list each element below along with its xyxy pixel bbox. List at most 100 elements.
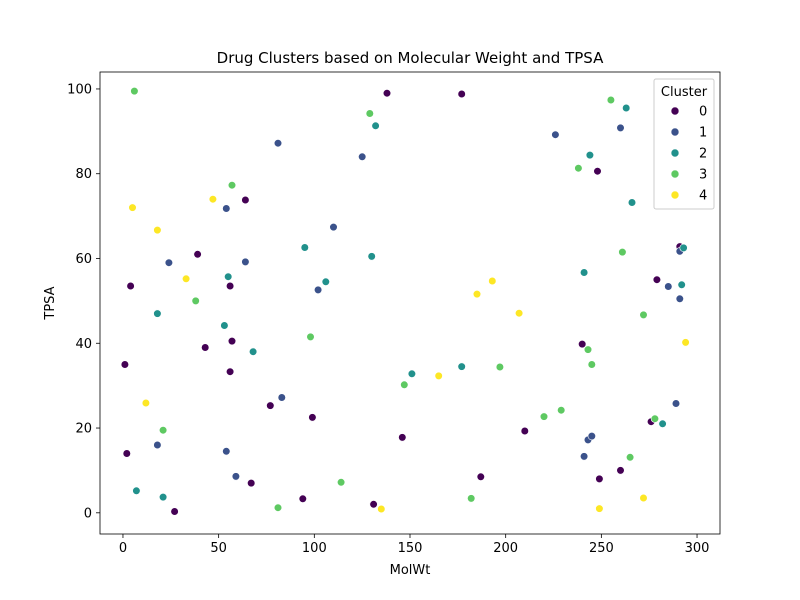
- x-axis: 0 50 100 150 200 250 300: [119, 534, 710, 556]
- data-point-cluster-0: [266, 401, 275, 410]
- data-point-cluster-0: [595, 474, 604, 484]
- data-point-cluster-0: [120, 360, 129, 369]
- data-point-cluster-4: [377, 504, 386, 514]
- plot-area: [100, 72, 720, 534]
- data-point-cluster-3: [583, 345, 593, 354]
- legend-label-4: 4: [699, 189, 707, 204]
- data-point-cluster-0: [520, 426, 529, 436]
- x-tick-label: 150: [398, 541, 423, 556]
- data-point-cluster-2: [679, 243, 688, 252]
- x-tick-label: 200: [493, 541, 518, 556]
- data-point-cluster-3: [557, 406, 566, 415]
- data-point-cluster-4: [141, 398, 150, 408]
- legend-marker-2: [670, 148, 680, 158]
- data-point-cluster-4: [488, 276, 497, 286]
- data-point-cluster-1: [664, 282, 673, 291]
- data-point-cluster-2: [627, 198, 637, 207]
- data-point-cluster-0: [247, 479, 256, 488]
- data-point-cluster-3: [337, 478, 346, 487]
- data-point-cluster-0: [226, 367, 235, 376]
- y-tick-label: 40: [75, 337, 92, 352]
- legend-marker-4: [670, 190, 680, 200]
- data-point-cluster-4: [128, 203, 137, 212]
- data-point-cluster-2: [585, 151, 595, 160]
- y-tick-label: 80: [75, 167, 92, 182]
- data-point-cluster-0: [652, 275, 662, 284]
- data-point-cluster-0: [227, 337, 237, 346]
- data-point-cluster-3: [130, 86, 139, 96]
- data-point-cluster-2: [371, 121, 380, 130]
- y-tick-label: 0: [84, 506, 92, 521]
- data-point-cluster-4: [472, 290, 482, 299]
- data-point-cluster-1: [222, 204, 231, 213]
- y-tick-label: 20: [75, 422, 92, 437]
- y-axis: 0 20 40 60 80 100: [67, 82, 100, 521]
- data-point-cluster-3: [159, 426, 168, 435]
- data-point-cluster-2: [407, 369, 417, 378]
- data-point-cluster-0: [369, 500, 378, 509]
- legend-title: Cluster: [661, 85, 708, 100]
- data-point-cluster-4: [595, 504, 604, 513]
- data-point-cluster-2: [367, 252, 376, 261]
- data-point-cluster-3: [273, 503, 283, 512]
- data-point-cluster-2: [321, 277, 330, 286]
- data-point-cluster-0: [382, 89, 392, 98]
- legend-marker-0: [670, 106, 680, 116]
- data-point-cluster-2: [153, 309, 162, 318]
- data-point-cluster-3: [587, 360, 596, 369]
- legend-label-1: 1: [699, 126, 707, 141]
- data-point-cluster-2: [677, 280, 686, 289]
- data-point-cluster-3: [306, 332, 315, 342]
- legend-marker-1: [670, 127, 680, 137]
- data-point-cluster-2: [457, 362, 466, 371]
- data-point-cluster-3: [650, 414, 660, 423]
- data-point-cluster-3: [574, 164, 583, 173]
- x-tick-label: 300: [685, 541, 710, 556]
- data-point-cluster-3: [191, 296, 200, 306]
- data-point-cluster-0: [398, 433, 407, 442]
- data-point-cluster-1: [579, 452, 589, 461]
- legend-box: [653, 78, 715, 210]
- data-point-cluster-0: [170, 507, 179, 516]
- data-point-cluster-1: [241, 257, 250, 267]
- data-point-cluster-3: [365, 109, 374, 118]
- data-point-cluster-0: [126, 281, 135, 291]
- data-point-cluster-1: [616, 123, 625, 132]
- data-point-cluster-2: [132, 486, 141, 495]
- data-point-cluster-4: [434, 371, 443, 381]
- data-point-cluster-2: [220, 321, 229, 330]
- y-tick-label: 100: [67, 82, 92, 97]
- data-point-cluster-4: [182, 274, 191, 283]
- data-point-cluster-4: [514, 309, 524, 318]
- data-point-cluster-3: [625, 453, 635, 462]
- legend-marker-3: [670, 169, 680, 179]
- x-axis-title: MolWt: [390, 563, 431, 578]
- y-axis-title: TPSA: [43, 286, 58, 320]
- data-point-cluster-1: [153, 440, 162, 450]
- data-point-cluster-0: [193, 250, 202, 259]
- data-point-cluster-3: [606, 95, 616, 105]
- data-point-cluster-3: [639, 310, 648, 320]
- legend: Cluster 0 1 2 3 4: [653, 78, 715, 210]
- data-point-cluster-0: [578, 340, 587, 349]
- data-point-cluster-1: [314, 285, 323, 295]
- data-point-cluster-0: [476, 472, 485, 481]
- x-tick-label: 50: [210, 541, 227, 556]
- data-point-cluster-1: [551, 130, 560, 139]
- data-point-cluster-1: [329, 223, 338, 232]
- data-point-cluster-3: [618, 248, 627, 257]
- data-point-cluster-2: [658, 419, 667, 428]
- x-tick-label: 250: [589, 541, 614, 556]
- legend-items: 0 1 2 3 4: [670, 105, 707, 204]
- data-point-cluster-0: [226, 281, 235, 291]
- data-point-cluster-0: [308, 413, 317, 422]
- data-point-cluster-4: [639, 493, 648, 503]
- legend-label-2: 2: [699, 147, 707, 162]
- data-point-cluster-1: [164, 258, 173, 267]
- legend-label-3: 3: [699, 168, 707, 183]
- x-tick-label: 0: [119, 541, 127, 556]
- data-point-cluster-2: [579, 268, 589, 277]
- data-point-cluster-0: [616, 466, 625, 475]
- data-point-cluster-0: [241, 195, 250, 205]
- data-point-cluster-2: [300, 243, 309, 252]
